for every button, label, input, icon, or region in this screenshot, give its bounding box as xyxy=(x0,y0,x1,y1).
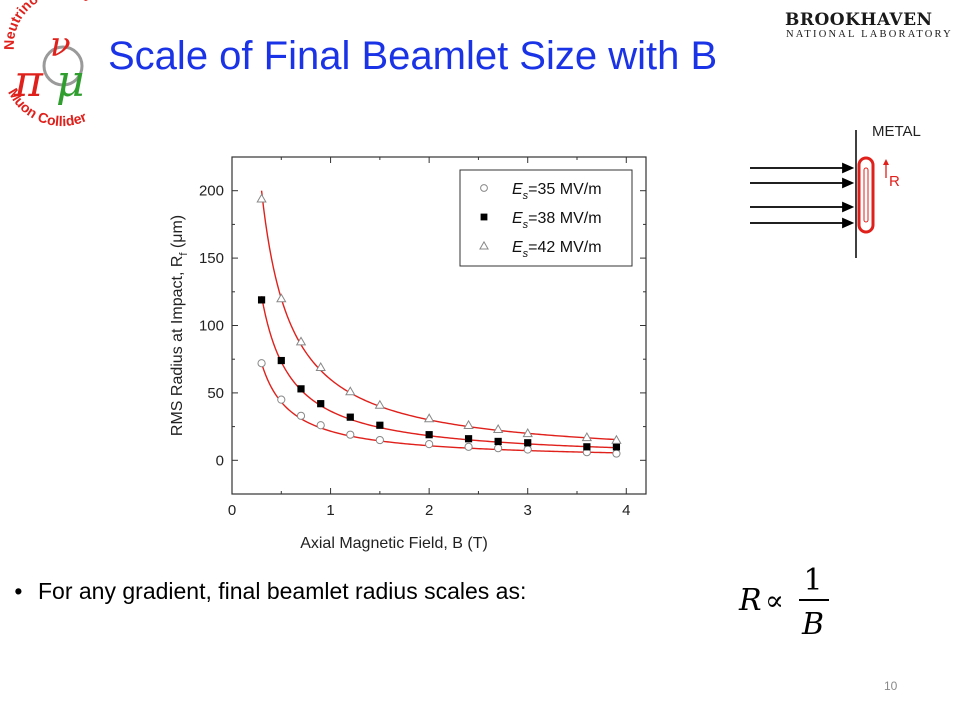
y-tick-label: 100 xyxy=(199,318,224,335)
formula-proportional-icon: ∝ xyxy=(765,584,784,617)
scaling-formula: R ∝ 1 B xyxy=(738,563,829,642)
svg-text:Neutrino Factory: Neutrino Factory xyxy=(1,0,97,50)
y-axis-label-text: RMS Radius at Impact, Rf (μm) xyxy=(169,215,190,436)
data-point xyxy=(277,356,285,365)
data-point xyxy=(425,440,434,449)
data-point xyxy=(464,435,473,443)
y-tick-label: 0 xyxy=(216,452,224,469)
data-point xyxy=(276,293,287,303)
slide-title: Scale of Final Beamlet Size with B xyxy=(108,34,718,78)
formula-numerator: 1 xyxy=(803,563,822,598)
data-point xyxy=(423,413,435,423)
data-point xyxy=(296,411,306,420)
data-point xyxy=(524,439,532,447)
data-point xyxy=(345,386,356,396)
data-point xyxy=(522,428,533,438)
data-point xyxy=(346,430,355,439)
arrow-head-icon xyxy=(842,217,855,229)
data-point xyxy=(315,361,326,372)
legend-entry: Es=35 MV/m xyxy=(512,181,602,202)
x-axis-label: Axial Magnetic Field, B (T) xyxy=(300,535,488,552)
arrow-head-icon xyxy=(842,201,855,213)
x-tick-label: 4 xyxy=(622,502,630,519)
data-point xyxy=(425,431,433,439)
data-point xyxy=(256,193,267,203)
x-tick-label: 2 xyxy=(425,502,433,519)
x-tick-label: 1 xyxy=(326,502,334,519)
data-point xyxy=(494,444,503,453)
metal-label: METAL xyxy=(872,123,921,140)
neutrino-factory-muon-collider-logo: Neutrino Factory Muon Collider ν π μ xyxy=(1,0,97,129)
data-point xyxy=(375,435,384,445)
bullet-dot: • xyxy=(8,578,23,604)
data-point xyxy=(277,395,286,404)
data-point xyxy=(581,432,593,442)
data-point xyxy=(346,413,354,421)
data-point xyxy=(612,443,621,451)
bullet-text: • For any gradient, final beamlet radius … xyxy=(8,578,526,605)
beamlet-radius-chart: 0 1 2 3 4 0 50 100 150 200 Es=35 MV/m Es=38 MV/m Es… xyxy=(169,156,647,552)
data-point xyxy=(611,434,622,444)
data-point xyxy=(376,421,384,429)
data-point xyxy=(480,184,488,192)
data-point xyxy=(479,240,489,250)
data-point xyxy=(583,443,591,451)
data-point xyxy=(316,421,325,430)
arrow-head-icon xyxy=(842,162,855,174)
x-tick-label: 3 xyxy=(524,502,532,519)
arrow-head-icon xyxy=(842,177,855,189)
data-point xyxy=(494,437,502,446)
formula-denominator: B xyxy=(801,607,824,642)
beamlet-spot xyxy=(857,156,875,234)
arrow-up-icon xyxy=(883,159,889,165)
formula-lhs: R xyxy=(738,583,762,618)
data-point xyxy=(257,359,266,368)
legend-entry: Es=38 MV/m xyxy=(512,210,602,231)
radius-label: R xyxy=(889,173,900,190)
data-point xyxy=(295,336,307,346)
y-axis-label: RMS Radius at Impact, Rf (μm) xyxy=(169,215,190,436)
page-number: 10 xyxy=(884,679,898,693)
logo-mu-glyph: μ xyxy=(56,56,85,107)
data-point xyxy=(297,385,305,393)
y-tick-label: 50 xyxy=(207,385,224,402)
logo-pi-glyph: π xyxy=(13,56,44,107)
brookhaven-logo: BROOKHAVEN NATIONAL LABORATORY xyxy=(785,10,953,44)
beamlet-impact-diagram: METAL R xyxy=(750,123,921,258)
legend-box xyxy=(459,169,633,267)
x-tick-label: 0 xyxy=(228,502,236,519)
logo-arc-top-text: Neutrino Factory xyxy=(1,0,97,50)
data-point xyxy=(480,213,488,221)
data-point xyxy=(464,442,473,451)
data-point xyxy=(492,423,504,434)
brookhaven-name: BROOKHAVEN xyxy=(785,10,933,30)
legend-entry: Es=42 MV/m xyxy=(512,239,602,260)
data-point xyxy=(257,296,266,304)
data-point xyxy=(317,400,325,408)
logo-nu-glyph: ν xyxy=(50,25,71,65)
fit-curve xyxy=(260,363,617,454)
bullet-label: For any gradient, final beamlet radius s… xyxy=(38,578,527,604)
data-point xyxy=(463,419,474,429)
beam-arrows xyxy=(750,162,855,229)
data-point xyxy=(523,445,532,454)
y-tick-label: 200 xyxy=(199,183,224,200)
data-point xyxy=(612,449,621,458)
y-tick-label: 150 xyxy=(199,250,224,267)
brookhaven-subtitle: NATIONAL LABORATORY xyxy=(786,29,953,40)
data-point xyxy=(374,399,386,409)
